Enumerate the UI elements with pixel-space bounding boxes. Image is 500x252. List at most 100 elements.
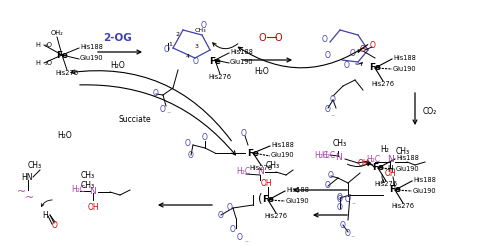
Text: His276: His276: [264, 213, 287, 219]
Text: OH: OH: [357, 159, 369, 168]
Text: O: O: [202, 134, 208, 142]
Text: Glu190: Glu190: [396, 166, 419, 172]
Text: His188: His188: [413, 177, 436, 183]
Text: Glu190: Glu190: [393, 66, 416, 72]
Text: N: N: [256, 168, 264, 176]
Text: OH: OH: [260, 179, 272, 188]
Text: Glu190: Glu190: [413, 188, 436, 194]
Text: Fe: Fe: [372, 164, 384, 173]
Text: His276: His276: [208, 74, 232, 80]
Text: 2-OG: 2-OG: [104, 33, 132, 43]
Text: H₂C: H₂C: [366, 155, 380, 165]
Text: ⁻: ⁻: [330, 112, 334, 121]
Text: O: O: [350, 49, 356, 58]
Text: O: O: [274, 33, 282, 43]
Text: H: H: [387, 166, 393, 174]
Text: Fe: Fe: [369, 64, 381, 73]
Text: O: O: [164, 46, 170, 54]
Text: CH₃: CH₃: [81, 171, 95, 179]
Text: ₂O: ₂O: [45, 60, 53, 66]
Text: His188: His188: [393, 55, 416, 61]
Text: ⁻: ⁻: [166, 110, 170, 118]
Text: O: O: [340, 220, 346, 230]
Text: His276: His276: [392, 203, 414, 209]
Text: Glu190: Glu190: [286, 198, 310, 204]
Text: N: N: [386, 155, 394, 165]
Text: O: O: [258, 33, 266, 43]
Text: 4: 4: [186, 53, 190, 58]
Text: ~: ~: [18, 187, 26, 197]
Text: OH: OH: [87, 203, 99, 211]
Text: ⁻: ⁻: [351, 201, 355, 209]
Text: Fe: Fe: [262, 196, 274, 205]
Text: CH₃: CH₃: [81, 180, 95, 190]
Text: ₂O: ₂O: [45, 42, 53, 48]
Text: H₂C: H₂C: [71, 185, 85, 195]
Text: O: O: [325, 50, 331, 59]
Text: O: O: [337, 194, 343, 203]
Text: H₂C: H₂C: [236, 168, 250, 176]
Text: ~: ~: [26, 193, 35, 203]
Text: N: N: [334, 152, 342, 162]
Text: O: O: [218, 210, 224, 219]
Text: O: O: [160, 106, 166, 114]
Text: H: H: [35, 42, 40, 48]
Text: O: O: [345, 229, 351, 237]
Text: CH₃: CH₃: [396, 147, 410, 156]
Text: O: O: [193, 56, 199, 66]
Text: O: O: [325, 181, 331, 191]
Text: 2: 2: [176, 32, 180, 37]
Text: O: O: [370, 42, 376, 50]
Text: His276: His276: [250, 165, 272, 171]
Text: O: O: [360, 46, 366, 54]
Text: His188: His188: [286, 187, 309, 193]
Text: O: O: [227, 204, 233, 212]
Text: H: H: [35, 60, 40, 66]
Text: O: O: [322, 36, 328, 45]
Text: O: O: [337, 204, 343, 212]
Text: CH₃: CH₃: [333, 139, 347, 147]
Text: His276: His276: [374, 181, 398, 187]
Text: H₂C: H₂C: [321, 150, 335, 160]
Text: O: O: [345, 196, 351, 205]
Text: O: O: [185, 139, 191, 147]
Text: O: O: [52, 220, 58, 230]
Text: CH₃: CH₃: [194, 27, 206, 33]
Text: HN: HN: [21, 173, 33, 182]
Text: Glu190: Glu190: [80, 55, 104, 61]
Text: Fe: Fe: [247, 148, 259, 158]
Text: His188: His188: [230, 49, 253, 55]
Text: H₂: H₂: [380, 145, 390, 154]
Text: O: O: [188, 150, 194, 160]
Text: Glu190: Glu190: [230, 59, 254, 65]
Text: CH₃: CH₃: [266, 161, 280, 170]
Text: His188: His188: [396, 155, 419, 161]
Text: 1: 1: [168, 42, 172, 47]
Text: O: O: [201, 21, 207, 30]
Text: O: O: [328, 172, 334, 180]
Text: Fe: Fe: [209, 57, 221, 67]
Text: His188: His188: [271, 142, 294, 148]
Text: O: O: [330, 96, 336, 105]
Text: 3: 3: [195, 45, 199, 49]
Text: N: N: [90, 187, 96, 197]
Text: O: O: [241, 129, 247, 138]
Text: H₂O: H₂O: [254, 68, 270, 77]
Text: O: O: [344, 61, 350, 71]
Text: (: (: [258, 194, 262, 206]
Text: OH₂: OH₂: [50, 30, 64, 36]
Text: His276: His276: [372, 81, 394, 87]
Text: CH₃: CH₃: [28, 161, 42, 170]
Text: O: O: [337, 196, 343, 205]
Text: Fe: Fe: [389, 185, 401, 195]
Text: OH: OH: [384, 170, 396, 178]
Text: Glu190: Glu190: [271, 152, 294, 158]
Text: H: H: [42, 210, 48, 219]
Text: Fe: Fe: [56, 50, 68, 59]
Text: H₂O: H₂O: [110, 60, 126, 70]
Text: His276: His276: [56, 70, 78, 76]
Text: O: O: [153, 89, 159, 99]
Text: ⁻: ⁻: [244, 238, 248, 247]
Text: His188: His188: [80, 44, 103, 50]
Text: O: O: [325, 106, 331, 114]
